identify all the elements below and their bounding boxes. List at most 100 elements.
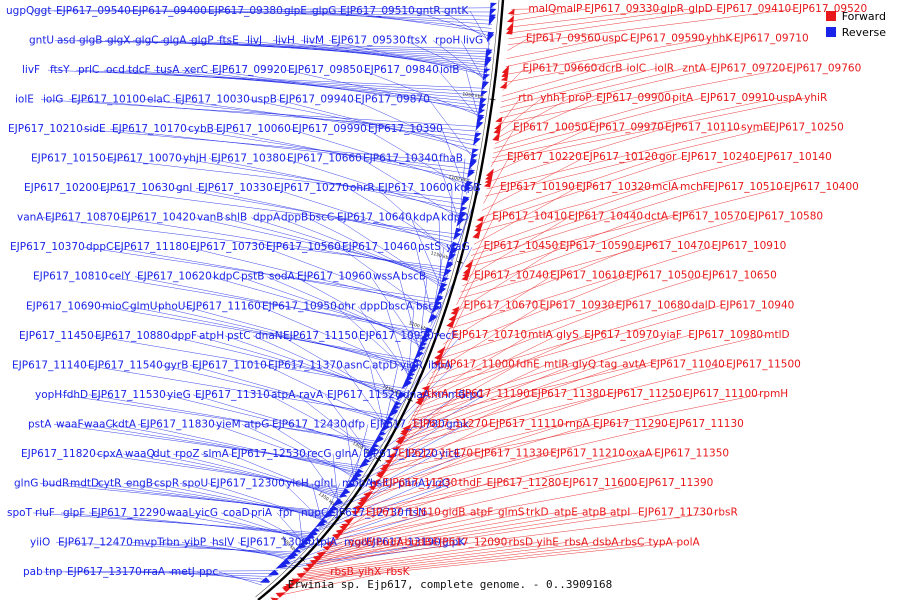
reverse-connector-line (172, 99, 478, 141)
forward-connector-line (460, 216, 675, 293)
forward-gene-label: ygiW (349, 536, 376, 548)
reverse-gene-label: EJP617_12430 (272, 418, 347, 430)
forward-gene-label: proP (568, 92, 592, 104)
reverse-gene-label: dnaA (403, 389, 431, 401)
reverse-connector-line (404, 40, 487, 79)
reverse-gene-label: waaQ (125, 448, 155, 460)
reverse-gene-label: fdhD (63, 389, 88, 401)
reverse-connector-line (94, 453, 349, 490)
reverse-connector-line (161, 365, 391, 419)
reverse-connector-line (97, 187, 458, 235)
reverse-gene-arrow (456, 217, 465, 227)
forward-gene-label: EJP617_11280 (487, 477, 562, 489)
forward-gene-label: EJP617_11230 (383, 477, 458, 489)
reverse-gene-label: livH (275, 35, 295, 47)
forward-gene-label: EJP617_11500 (726, 359, 801, 371)
forward-connector-line (317, 512, 585, 557)
forward-gene-label: iolC (627, 62, 647, 74)
reverse-gene-label: iolE (15, 94, 34, 106)
forward-connector-line (508, 8, 719, 40)
reverse-connector-line (109, 424, 362, 471)
forward-connector-line (456, 245, 486, 306)
reverse-gene-arrow (437, 286, 447, 296)
forward-connector-line (494, 97, 599, 144)
reverse-connector-line (103, 69, 485, 96)
forward-gene-label: EJP617_09970 (589, 122, 664, 134)
reverse-gene-arrow (453, 232, 462, 241)
reverse-gene-label: livM (303, 35, 324, 47)
forward-gene-label: dctA (644, 210, 669, 222)
forward-gene-label: EJP617_10500 (626, 270, 701, 282)
reverse-gene-label: glgB (79, 35, 102, 47)
reverse-gene-label: EJP617_10340 (363, 153, 438, 165)
forward-gene-arrow (434, 354, 443, 360)
reverse-gene-label: tdcF (128, 64, 151, 76)
forward-connector-line (509, 8, 663, 28)
forward-connector-line (332, 482, 641, 541)
reverse-gene-label: EJP617_10600 (378, 182, 453, 194)
reverse-connector-line (127, 306, 417, 364)
forward-connector-line (389, 393, 534, 460)
reverse-gene-label: glpK (442, 537, 466, 549)
forward-connector-line (442, 275, 553, 345)
forward-gene-label: rbsK (386, 566, 410, 578)
forward-connector-line (494, 97, 675, 149)
forward-connector-line (276, 571, 389, 597)
forward-connector-line (293, 542, 651, 581)
forward-connector-line (335, 482, 565, 537)
forward-connector-line (483, 157, 510, 204)
forward-gene-label: mchF (680, 181, 709, 193)
forward-gene-arrow (381, 462, 391, 469)
reverse-gene-label: gmk (446, 418, 470, 430)
reverse-gene-label: gnl (176, 182, 192, 194)
forward-connector-line (510, 8, 587, 22)
forward-gene-arrow (495, 116, 503, 123)
reverse-connector-line (183, 306, 415, 370)
forward-connector-line (416, 334, 587, 409)
reverse-gene-label: iolB (440, 64, 459, 76)
reverse-connector-line (413, 10, 491, 37)
reverse-gene-label: yieG (167, 389, 191, 401)
reverse-gene-label: yidR (400, 359, 423, 371)
forward-gene-label: EJP617_11350 (654, 448, 729, 460)
reverse-gene-label: ocd (106, 64, 125, 76)
reverse-connector-line (385, 306, 410, 381)
reverse-gene-label: coaD (223, 507, 250, 519)
reverse-gene-arrow (475, 121, 484, 131)
forward-connector-line (391, 394, 458, 455)
forward-connector-line (492, 97, 779, 158)
forward-gene-label: EJP617_10140 (757, 151, 832, 163)
forward-gene-arrow (302, 567, 312, 573)
forward-gene-arrow (275, 592, 287, 598)
reverse-connector-line (241, 424, 358, 478)
forward-gene-arrow (313, 556, 323, 561)
reverse-gene-label: tnp (45, 566, 63, 578)
reverse-gene-label: ftsY (50, 64, 70, 76)
forward-gene-label: EJP617_10580 (748, 210, 823, 222)
forward-gene-label: EJP617_10980 (688, 329, 763, 341)
forward-connector-line (431, 305, 542, 374)
reverse-connector-line (194, 217, 448, 274)
reverse-gene-label: ugpQ (6, 5, 34, 17)
reverse-connector-line (132, 40, 489, 57)
reverse-gene-label: EJP617_12300 (210, 477, 285, 489)
reverse-gene-label: EJP617_11520 (327, 389, 402, 401)
reverse-connector-line (237, 542, 289, 562)
reverse-connector-line (192, 512, 310, 540)
forward-gene-arrow (344, 517, 355, 525)
reverse-connector-line (365, 394, 486, 465)
reverse-gene-label: EJP617_09380 (208, 5, 283, 17)
reverse-gene-label: glpE (284, 5, 307, 17)
forward-gene-label: EJP617_11100 (683, 388, 758, 400)
reverse-connector-line (155, 306, 416, 367)
reverse-gene-label: EJP617_10870 (45, 212, 120, 224)
reverse-gene-label: asd (57, 35, 76, 47)
reverse-gene-label: asnC (344, 359, 370, 371)
forward-gene-arrow (399, 430, 409, 437)
forward-connector-line (302, 542, 511, 573)
reverse-connector-line (311, 483, 323, 524)
reverse-gene-label: mnmG (431, 389, 466, 401)
forward-connector-line (369, 423, 596, 491)
reverse-gene-label: celY (109, 271, 131, 283)
reverse-connector-line (228, 453, 342, 500)
